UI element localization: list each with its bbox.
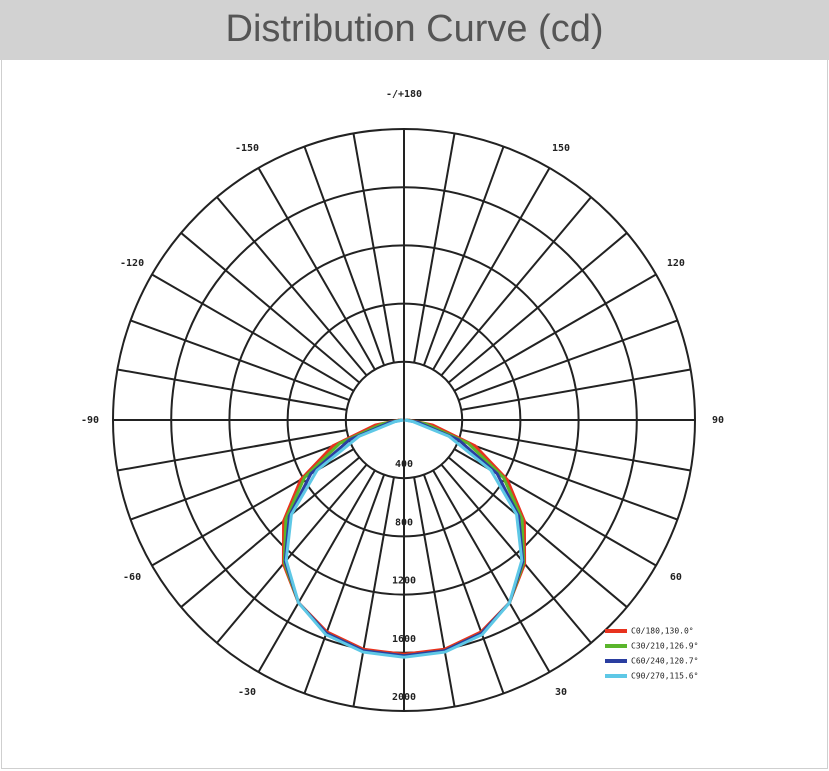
grid-ring xyxy=(112,128,696,712)
angle-tick-label: -/+180 xyxy=(386,89,422,100)
angle-tick-label: 30 xyxy=(555,687,567,698)
legend-label: C0/180,130.0° xyxy=(631,627,694,636)
r-tick-label: 2000 xyxy=(392,692,416,703)
chart-frame xyxy=(1,60,828,769)
r-tick-label: 1600 xyxy=(392,634,416,645)
angle-tick-label: 150 xyxy=(552,143,570,154)
chart-title: Distribution Curve (cd) xyxy=(0,0,829,60)
r-tick-label: 400 xyxy=(395,459,413,470)
angle-tick-label: -30 xyxy=(238,687,256,698)
r-tick-label: 1200 xyxy=(392,576,416,587)
grid-ring xyxy=(344,360,464,480)
angle-tick-label: -120 xyxy=(120,258,144,269)
legend-label: C90/270,115.6° xyxy=(631,672,698,681)
r-tick-label: 800 xyxy=(395,517,413,528)
angle-tick-label: 90 xyxy=(712,415,724,426)
angle-tick-label: -90 xyxy=(81,415,99,426)
angle-tick-label: 120 xyxy=(667,258,685,269)
grid-ring xyxy=(228,244,580,596)
legend-label: C30/210,126.9° xyxy=(631,642,698,651)
grid-ring xyxy=(286,302,522,538)
angle-tick-label: -60 xyxy=(123,572,141,583)
angle-tick-label: -150 xyxy=(235,143,259,154)
angle-tick-label: 60 xyxy=(670,572,682,583)
legend-label: C60/240,120.7° xyxy=(631,657,698,666)
curve xyxy=(284,418,524,659)
